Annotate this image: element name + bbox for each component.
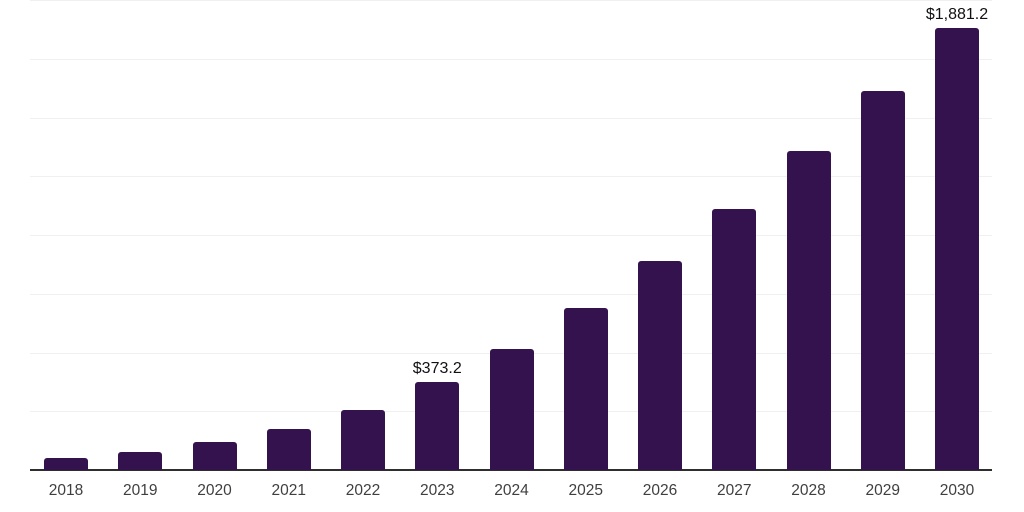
x-axis-label-2022: 2022 <box>345 482 381 499</box>
bar-2018 <box>44 457 88 470</box>
bar-2020 <box>192 442 237 470</box>
value-label-2023: $373.2 <box>412 360 462 378</box>
x-axis-label-2023: 2023 <box>420 482 455 499</box>
x-axis-label-2025: 2025 <box>568 482 603 499</box>
bar-2019 <box>118 452 163 470</box>
gridline <box>30 58 992 60</box>
plot-area: $373.2 $1,881.2 <box>30 0 992 471</box>
x-axis-labels: 2018 2019 2020 2021 2022 2023 2024 2025 2026 2027… <box>30 482 992 506</box>
bar-2030 <box>935 27 979 470</box>
x-axis-line <box>30 469 992 471</box>
gridline <box>30 176 992 178</box>
gridline <box>30 0 992 1</box>
x-axis-label-2019: 2019 <box>123 482 158 499</box>
bar-2024 <box>489 348 534 470</box>
gridline <box>30 293 992 295</box>
value-label-2030: $1,881.2 <box>925 5 989 23</box>
bar-2029 <box>860 90 905 470</box>
x-axis-label-2029: 2029 <box>865 482 900 499</box>
bar-2027 <box>712 208 757 470</box>
x-axis-label-2020: 2020 <box>197 482 232 499</box>
bar-2023 <box>415 382 460 470</box>
gridline <box>30 117 992 119</box>
bar-2025 <box>563 307 608 470</box>
x-axis-label-2018: 2018 <box>48 482 84 499</box>
x-axis-label-2024: 2024 <box>494 482 529 499</box>
x-axis-label-2028: 2028 <box>791 482 826 499</box>
bar-2028 <box>786 150 831 470</box>
bar-2022 <box>341 410 385 470</box>
bar-2021 <box>266 428 311 470</box>
gridline <box>30 235 992 236</box>
x-axis-label-2027: 2027 <box>717 482 752 499</box>
bar-2026 <box>638 260 682 470</box>
x-axis-label-2030: 2030 <box>939 482 975 499</box>
x-axis-label-2021: 2021 <box>271 482 306 499</box>
x-axis-label-2026: 2026 <box>642 482 678 499</box>
